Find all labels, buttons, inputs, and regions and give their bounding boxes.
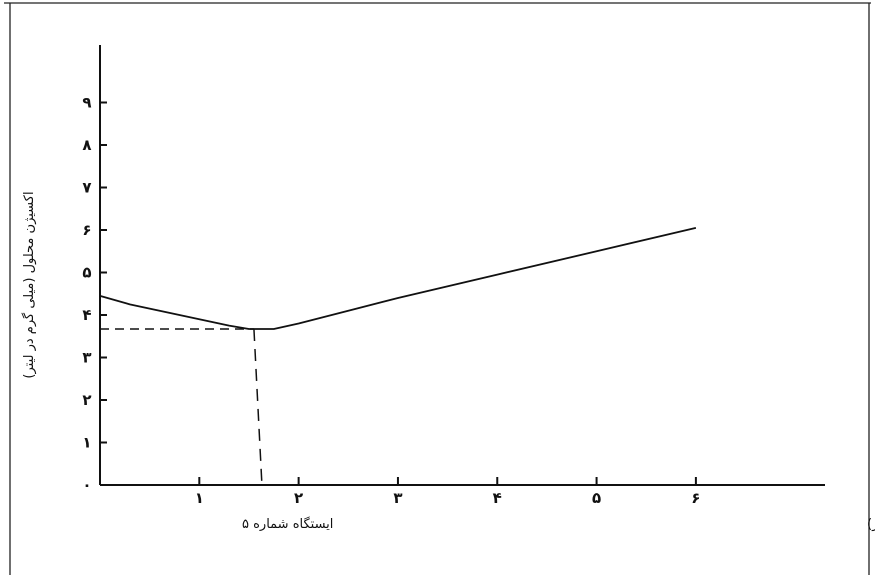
y-tick-label: ۶ xyxy=(82,221,91,239)
x-tick-label: ۵ xyxy=(592,489,601,507)
y-ticks: ۰ ۱ ۲ ۳ ۴ ۵ ۶ ۷ ۸ ۹ xyxy=(82,94,107,494)
y-tick-label: ۸ xyxy=(82,136,91,154)
station-label: ایستگاه شماره ۵ xyxy=(242,516,333,532)
y-tick-label: ۹ xyxy=(82,94,91,112)
x-tick-label: ۲ xyxy=(294,489,303,507)
ref-line-vertical xyxy=(253,328,263,486)
y-tick-label: ۲ xyxy=(82,391,91,409)
y-tick-label: ۳ xyxy=(82,349,91,367)
x-tick-label: ۶ xyxy=(691,489,700,507)
x-tick-label: ۱ xyxy=(195,489,204,507)
axes xyxy=(99,45,825,486)
y-tick-label: ۰ xyxy=(82,476,91,494)
x-ticks: ۱ ۲ ۳ ۴ ۵ ۶ xyxy=(195,477,700,507)
x-tick-label: ۴ xyxy=(493,489,502,507)
series-group xyxy=(99,226,697,330)
y-tick-label: ۱ xyxy=(82,434,91,452)
y-tick-label: ۷ xyxy=(82,179,91,197)
x-axis-label: مساحت (کیلومتر) xyxy=(867,517,875,532)
y-tick-label: ۴ xyxy=(82,306,91,324)
y-axis-label: اکسیژن محلول (میلی گرم در لیتر) xyxy=(21,191,37,378)
series-line xyxy=(99,226,697,330)
x-tick-label: ۳ xyxy=(393,489,402,507)
reference-lines xyxy=(100,328,263,486)
y-tick-label: ۵ xyxy=(82,264,91,282)
